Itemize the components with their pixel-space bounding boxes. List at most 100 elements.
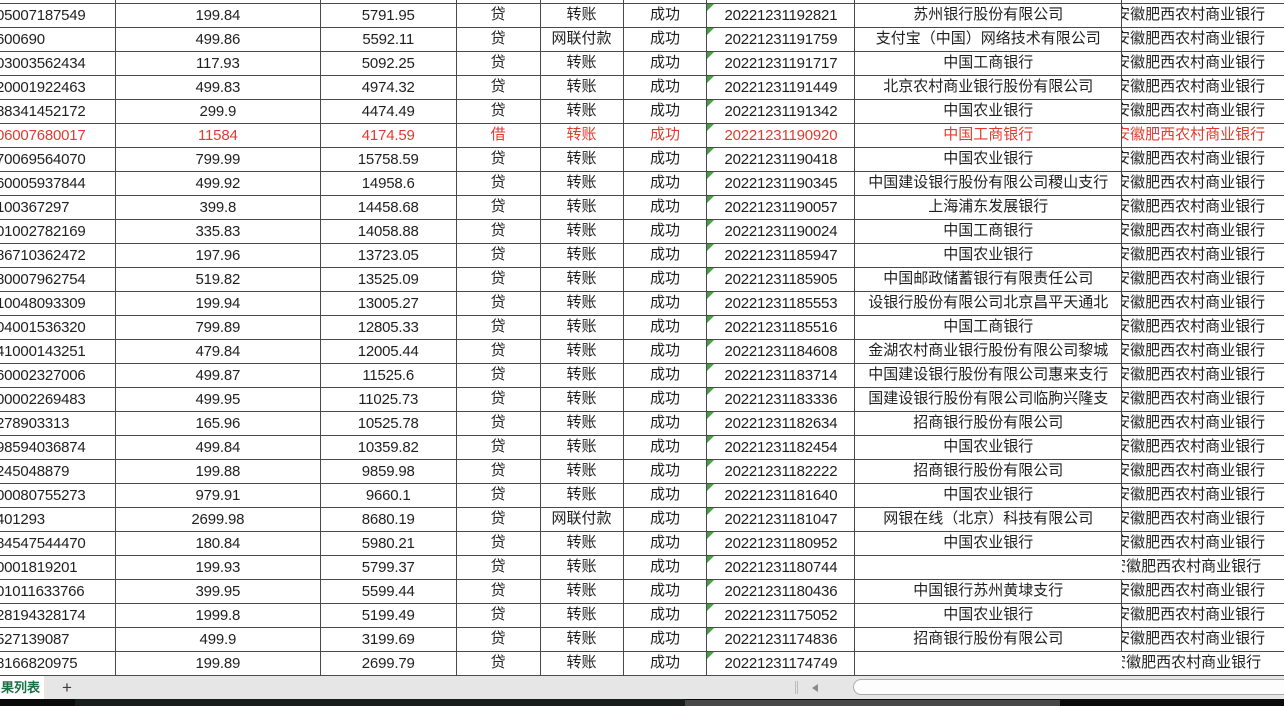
cell-dc[interactable]: 贷 <box>457 76 541 99</box>
cell-type[interactable]: 转账 <box>541 220 624 243</box>
cell-owner-bank[interactable]: 安徽肥西农村商业银行 <box>1122 343 1266 359</box>
cell-amount[interactable]: 199.88 <box>116 460 321 483</box>
cell-type[interactable]: 转账 <box>541 172 624 195</box>
cell-bank[interactable] <box>855 652 1122 675</box>
cell-time[interactable]: 20221231182222 <box>707 460 856 483</box>
horizontal-scrollbar-thumb[interactable] <box>853 679 1284 695</box>
cell-status[interactable]: 成功 <box>624 436 708 459</box>
cell-owner-bank[interactable]: 安徽肥西农村商业银行 <box>1122 175 1266 191</box>
cell-dc[interactable]: 贷 <box>457 460 541 483</box>
cell-amount[interactable]: 499.87 <box>116 364 321 387</box>
cell-bank[interactable]: 中国农业银行 <box>855 244 1123 267</box>
cell-status[interactable]: 成功 <box>624 220 708 243</box>
cell-sliver[interactable] <box>0 0 116 3</box>
cell-amount[interactable]: 499.83 <box>116 76 321 99</box>
cell-bank[interactable]: 中国邮政储蓄银行有限责任公司 <box>855 268 1123 291</box>
cell-owner-bank[interactable]: 安徽肥西农村商业银行 <box>1122 127 1266 143</box>
cell-status[interactable]: 成功 <box>624 556 708 579</box>
cell-owner-bank[interactable]: 安徽肥西农村商业银行 <box>1122 223 1266 239</box>
cell-balance[interactable]: 14058.88 <box>321 220 457 243</box>
cell-amount[interactable]: 199.93 <box>116 556 321 579</box>
tabbar-scrollbar-splitter[interactable] <box>795 681 798 694</box>
sheet-tab-active[interactable]: 果列表 <box>0 676 44 699</box>
cell-owner-bank[interactable]: 安徽肥西农村商业银行 <box>1122 319 1266 335</box>
cell-owner-bank[interactable]: 安徽肥西农村商业银行 <box>1122 151 1266 167</box>
cell-sliver[interactable] <box>541 0 624 3</box>
cell-amount[interactable]: 117.93 <box>116 52 321 75</box>
cell-time[interactable]: 20221231180744 <box>707 556 856 579</box>
cell-bank[interactable]: 招商银行股份有限公司 <box>855 628 1123 651</box>
cell-status[interactable]: 成功 <box>624 484 708 507</box>
cell-status[interactable]: 成功 <box>624 124 708 147</box>
cell-status[interactable]: 成功 <box>624 244 708 267</box>
cell-balance[interactable]: 15758.59 <box>321 148 457 171</box>
cell-type[interactable]: 网联付款 <box>541 28 624 51</box>
cell-type[interactable]: 转账 <box>541 76 624 99</box>
cell-amount[interactable]: 1999.8 <box>116 604 321 627</box>
cell-amount[interactable]: 499.84 <box>116 436 321 459</box>
cell-status[interactable]: 成功 <box>624 460 708 483</box>
cell-owner-bank[interactable]: 安徽肥西农村商业银行 <box>1122 583 1266 599</box>
cell-owner-bank[interactable]: 安徽肥西农村商业银行 <box>1122 31 1266 47</box>
cell-dc[interactable]: 贷 <box>457 148 541 171</box>
cell-amount[interactable]: 399.8 <box>116 196 321 219</box>
cell-account[interactable]: 86710362472 <box>0 244 116 267</box>
cell-bank[interactable]: 支付宝（中国）网络技术有限公司 <box>855 28 1123 51</box>
cell-amount[interactable]: 519.82 <box>116 268 321 291</box>
cell-dc[interactable]: 贷 <box>457 412 541 435</box>
cell-account[interactable]: 60002327006 <box>0 364 116 387</box>
cell-account[interactable]: 03003562434 <box>0 52 116 75</box>
cell-type[interactable]: 转账 <box>541 412 624 435</box>
cell-owner-bank[interactable]: 安徽肥西农村商业银行 <box>1122 391 1266 407</box>
cell-dc[interactable]: 贷 <box>457 436 541 459</box>
cell-balance[interactable]: 3199.69 <box>321 628 457 651</box>
cell-balance[interactable]: 10525.78 <box>321 412 457 435</box>
cell-balance[interactable]: 5799.37 <box>321 556 457 579</box>
cell-account[interactable]: 41000143251 <box>0 340 116 363</box>
cell-type[interactable]: 转账 <box>541 484 624 507</box>
scroll-left-arrow-icon[interactable] <box>812 684 818 692</box>
cell-dc[interactable]: 贷 <box>457 484 541 507</box>
cell-balance[interactable]: 5980.21 <box>321 532 457 555</box>
cell-balance[interactable]: 13723.05 <box>321 244 457 267</box>
cell-status[interactable]: 成功 <box>624 388 708 411</box>
cell-bank[interactable]: 中国农业银行 <box>855 532 1123 555</box>
cell-balance[interactable]: 9660.1 <box>321 484 457 507</box>
cell-type[interactable]: 转账 <box>541 556 624 579</box>
cell-type[interactable]: 转账 <box>541 148 624 171</box>
cell-status[interactable]: 成功 <box>624 4 708 27</box>
add-sheet-button[interactable]: + <box>62 677 72 697</box>
cell-owner-bank[interactable]: 安徽肥西农村商业银行 <box>1122 487 1266 503</box>
cell-status[interactable]: 成功 <box>624 604 708 627</box>
cell-dc[interactable]: 贷 <box>457 28 541 51</box>
cell-balance[interactable]: 14958.6 <box>321 172 457 195</box>
cell-dc[interactable]: 贷 <box>457 388 541 411</box>
cell-account[interactable]: 245048879 <box>0 460 116 483</box>
cell-status[interactable]: 成功 <box>624 628 708 651</box>
cell-account[interactable]: 527139087 <box>0 628 116 651</box>
cell-owner-bank[interactable]: 安徽肥西农村商业银行 <box>1122 367 1266 383</box>
cell-sliver[interactable] <box>116 0 321 3</box>
cell-dc[interactable]: 贷 <box>457 628 541 651</box>
cell-type[interactable]: 转账 <box>541 604 624 627</box>
horizontal-scrollbar[interactable] <box>836 679 1284 696</box>
cell-time[interactable]: 20221231184608 <box>707 340 856 363</box>
cell-amount[interactable]: 199.89 <box>116 652 321 675</box>
cell-owner-bank[interactable]: 安徽肥西农村商业银行 <box>1122 631 1266 647</box>
cell-owner-bank[interactable]: 安徽肥西农村商业银行 <box>1122 559 1262 575</box>
cell-owner-bank[interactable]: 安徽肥西农村商业银行 <box>1122 247 1266 263</box>
cell-bank[interactable]: 中国工商银行 <box>855 316 1123 339</box>
cell-account[interactable]: 01011633766 <box>0 580 116 603</box>
cell-account[interactable]: 80007962754 <box>0 268 116 291</box>
cell-dc[interactable]: 贷 <box>457 556 541 579</box>
cell-status[interactable]: 成功 <box>624 268 708 291</box>
cell-time[interactable]: 20221231183714 <box>707 364 856 387</box>
cell-bank[interactable]: 中国农业银行 <box>855 100 1123 123</box>
cell-status[interactable]: 成功 <box>624 196 708 219</box>
cell-time[interactable]: 20221231182634 <box>707 412 856 435</box>
cell-type[interactable]: 转账 <box>541 244 624 267</box>
cell-balance[interactable]: 5791.95 <box>321 4 457 27</box>
cell-sliver[interactable] <box>624 0 708 3</box>
cell-amount[interactable]: 499.86 <box>116 28 321 51</box>
cell-time[interactable]: 20221231181047 <box>707 508 856 531</box>
